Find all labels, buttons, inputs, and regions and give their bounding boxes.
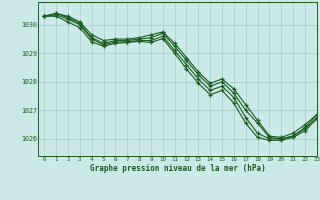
X-axis label: Graphe pression niveau de la mer (hPa): Graphe pression niveau de la mer (hPa) xyxy=(90,164,266,173)
